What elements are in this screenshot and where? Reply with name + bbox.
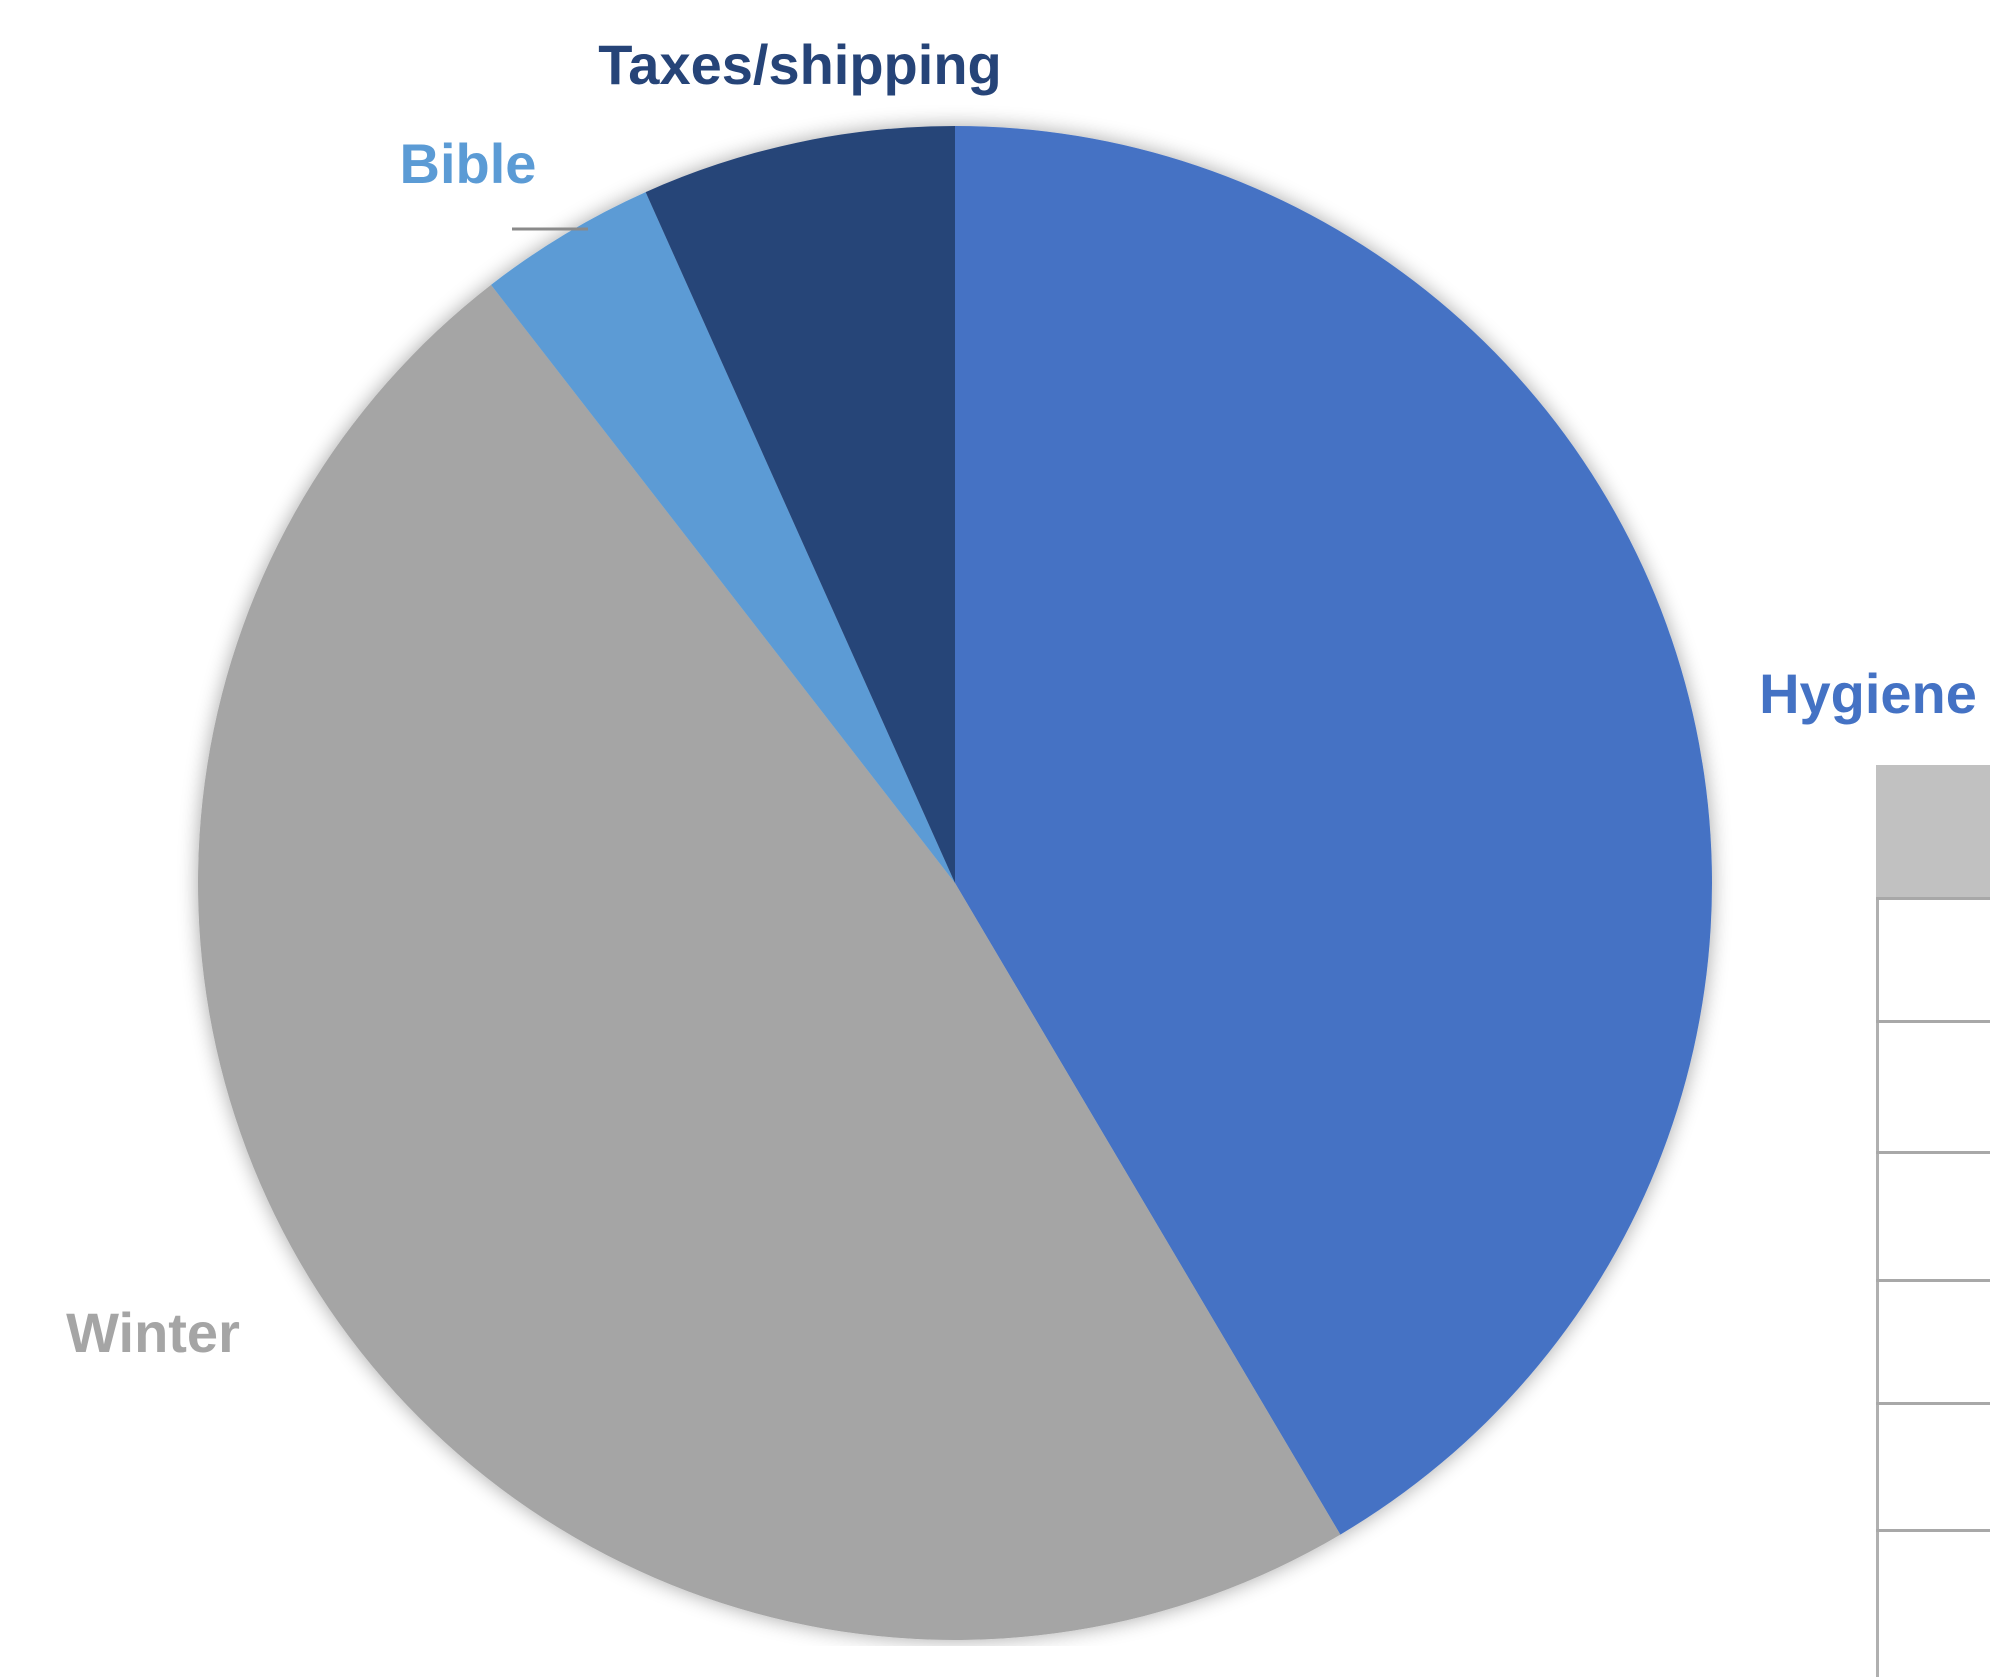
table-row-divider	[1876, 1529, 1990, 1532]
table-row-divider	[1876, 1151, 1990, 1154]
data-table-fragment	[1876, 765, 1990, 1677]
label-winter: Winter	[66, 1301, 240, 1364]
table-row-divider	[1876, 1279, 1990, 1282]
table-row-divider	[1876, 1402, 1990, 1405]
pie-slice-bible	[491, 192, 955, 884]
pie-slice-winter	[198, 284, 1341, 1640]
table-row-divider	[1876, 897, 1990, 900]
table-header-row	[1876, 765, 1990, 897]
pie-slices	[198, 125, 1712, 1640]
label-hygiene: Hygiene	[1759, 662, 1977, 725]
table-row-divider	[1876, 1020, 1990, 1023]
label-taxes-shipping: Taxes/shipping	[598, 33, 1001, 96]
table-left-border	[1876, 897, 1879, 1677]
pie-slice-taxes-shipping	[645, 125, 955, 883]
pie-slice-hygiene	[955, 126, 1712, 1535]
label-bible: Bible	[400, 132, 537, 195]
